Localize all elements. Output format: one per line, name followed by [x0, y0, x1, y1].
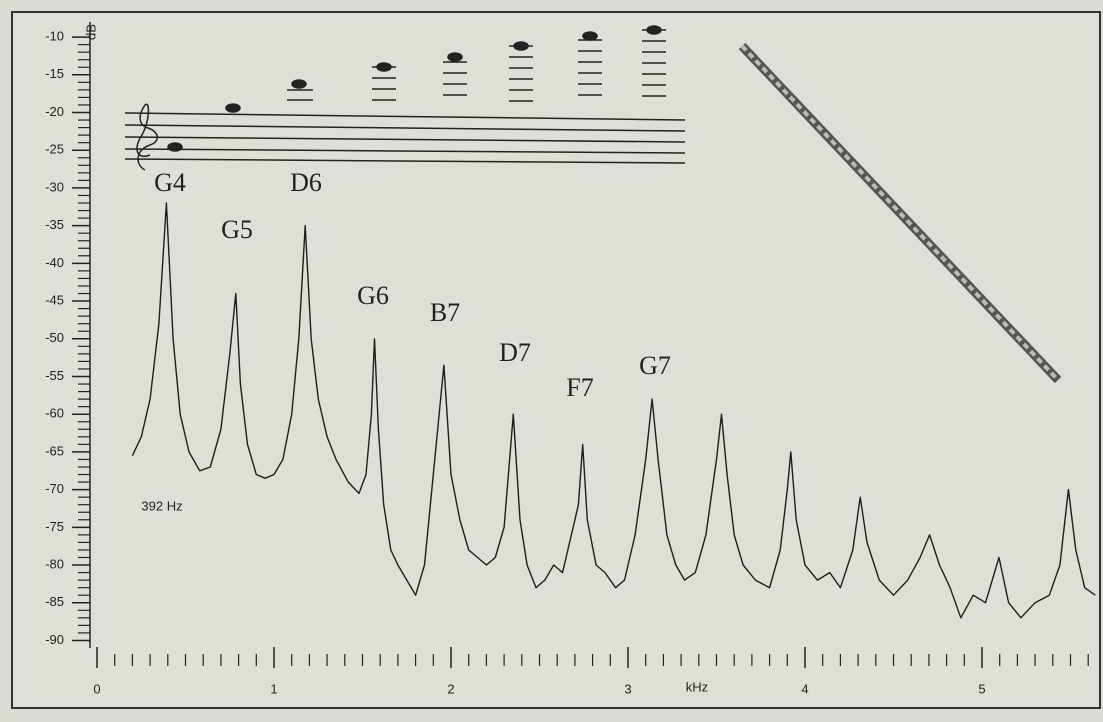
y-tick-label: -75: [45, 519, 64, 534]
x-tick-label: 0: [93, 681, 100, 696]
frame: [11, 11, 1101, 709]
note-label: G7: [639, 351, 671, 380]
x-tick-label: 1: [270, 681, 277, 696]
y-tick-label: -70: [45, 481, 64, 496]
x-tick-label: 3: [624, 681, 631, 696]
y-axis-label: dB: [83, 24, 98, 40]
y-tick-label: -10: [45, 29, 64, 44]
y-tick-label: -80: [45, 556, 64, 571]
flute-illustration: [738, 42, 1062, 384]
y-tick-label: -35: [45, 217, 64, 232]
y-tick-label: -50: [45, 330, 64, 345]
y-tick-label: -45: [45, 292, 64, 307]
x-tick-label: 4: [801, 681, 808, 696]
x-axis-label: kHz: [686, 679, 708, 694]
y-tick-label: -40: [45, 255, 64, 270]
x-tick-label: 5: [978, 681, 985, 696]
note-label: G6: [357, 281, 389, 310]
y-tick-label: -90: [45, 632, 64, 647]
note-label: B7: [430, 298, 460, 327]
y-tick-label: -25: [45, 142, 64, 157]
frequency-label: 392 Hz: [141, 498, 182, 513]
y-tick-label: -20: [45, 104, 64, 119]
y-tick-label: -65: [45, 443, 64, 458]
y-tick-label: -30: [45, 179, 64, 194]
y-tick-label: -15: [45, 66, 64, 81]
note-label: G4: [154, 168, 186, 197]
note-label: G5: [221, 215, 253, 244]
x-tick-label: 2: [447, 681, 454, 696]
y-tick-label: -85: [45, 594, 64, 609]
spectrum-line: [131, 202, 1096, 619]
note-label: D7: [499, 338, 531, 367]
note-label: D6: [290, 168, 322, 197]
y-tick-label: -60: [45, 406, 64, 421]
staff: [124, 25, 686, 171]
note-label: F7: [566, 373, 593, 402]
y-tick-label: -55: [45, 368, 64, 383]
